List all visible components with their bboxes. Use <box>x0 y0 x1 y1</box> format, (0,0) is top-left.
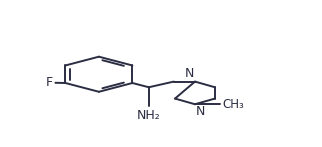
Text: NH₂: NH₂ <box>137 109 161 122</box>
Text: F: F <box>46 76 53 89</box>
Text: N: N <box>196 105 205 118</box>
Text: N: N <box>185 67 194 80</box>
Text: CH₃: CH₃ <box>223 98 244 111</box>
